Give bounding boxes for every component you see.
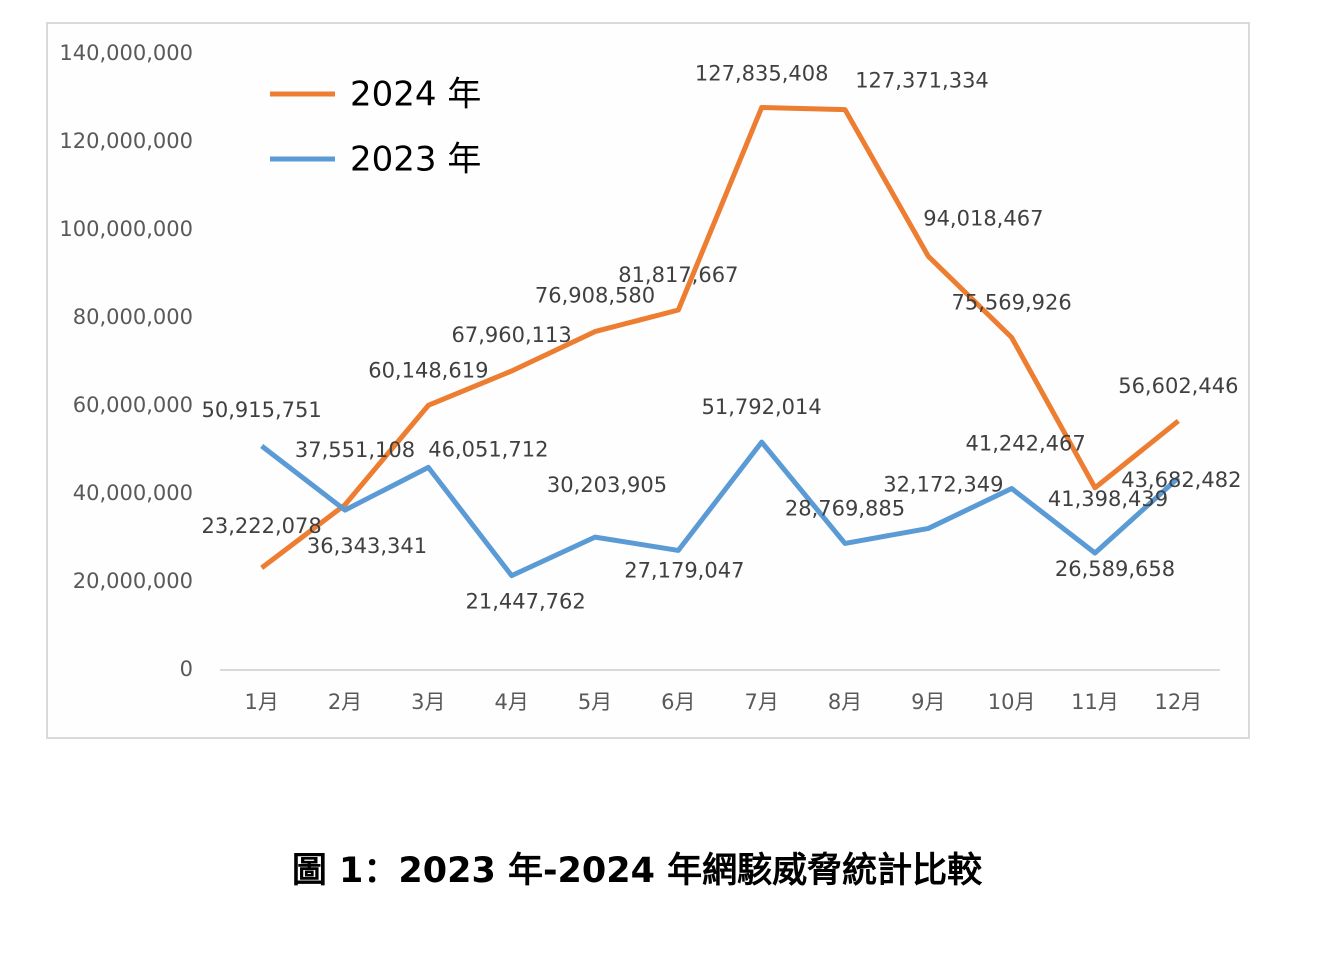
x-tick-label: 6月	[661, 690, 695, 714]
x-tick-label: 5月	[578, 690, 612, 714]
data-label: 37,551,108	[295, 438, 415, 462]
y-tick-label: 0	[180, 657, 193, 681]
data-label: 23,222,078	[202, 514, 322, 538]
data-label: 67,960,113	[452, 323, 572, 347]
x-tick-label: 4月	[494, 690, 528, 714]
data-label: 127,371,334	[855, 69, 989, 93]
x-tick-label: 10月	[988, 690, 1036, 714]
data-label: 27,179,047	[624, 558, 744, 582]
x-tick-label: 11月	[1071, 690, 1119, 714]
data-label: 28,769,885	[785, 496, 905, 520]
data-label: 75,569,926	[952, 290, 1072, 314]
data-label: 127,835,408	[695, 62, 829, 86]
data-label: 50,915,751	[202, 398, 322, 422]
data-label: 41,398,439	[1048, 487, 1168, 511]
data-label: 26,589,658	[1055, 557, 1175, 581]
data-label: 43,682,482	[1121, 468, 1241, 492]
data-label: 94,018,467	[923, 206, 1043, 230]
data-label: 46,051,712	[428, 437, 548, 461]
series-line	[260, 105, 1180, 570]
data-label: 60,148,619	[368, 358, 488, 382]
series-line	[260, 439, 1181, 579]
data-label: 21,447,762	[466, 590, 586, 614]
data-label: 41,242,467	[966, 432, 1086, 456]
x-tick-label: 3月	[411, 690, 445, 714]
data-label: 76,908,580	[535, 284, 655, 308]
y-tick-label: 40,000,000	[73, 481, 193, 505]
x-tick-label: 1月	[244, 690, 278, 714]
y-tick-label: 20,000,000	[73, 569, 193, 593]
x-tick-label: 12月	[1154, 690, 1202, 714]
y-tick-label: 140,000,000	[59, 41, 193, 65]
data-label: 51,792,014	[702, 395, 822, 419]
legend-label: 2023 年	[350, 140, 481, 180]
y-tick-label: 80,000,000	[73, 305, 193, 329]
chart-frame	[46, 22, 1250, 739]
x-tick-label: 8月	[828, 690, 862, 714]
x-tick-label: 9月	[911, 690, 945, 714]
y-tick-label: 120,000,000	[59, 129, 193, 153]
x-tick-label: 2月	[328, 690, 362, 714]
data-label: 81,817,667	[618, 263, 738, 287]
data-label: 30,203,905	[547, 473, 667, 497]
data-label: 32,172,349	[883, 472, 1003, 496]
y-tick-label: 60,000,000	[73, 393, 193, 417]
data-label: 56,602,446	[1118, 374, 1238, 398]
data-label: 36,343,341	[307, 534, 427, 558]
x-tick-label: 7月	[744, 690, 778, 714]
y-tick-label: 100,000,000	[59, 217, 193, 241]
caption: 圖 1：2023 年-2024 年網駭威脅統計比較	[292, 851, 983, 891]
legend-label: 2024 年	[350, 75, 481, 115]
